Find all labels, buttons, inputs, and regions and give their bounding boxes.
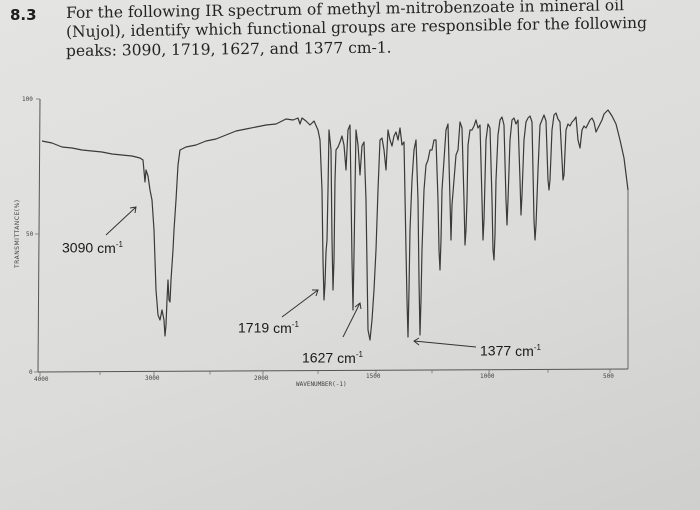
arrow-3090-head — [129, 206, 137, 214]
spectrum-trace — [41, 109, 629, 341]
peak-unit-1627: cm — [337, 349, 356, 366]
annotation-arrows — [105, 206, 477, 348]
arrow-3090 — [105, 206, 137, 236]
peak-exp-3090: -1 — [115, 240, 123, 249]
arrow-1377 — [413, 340, 477, 348]
x-axis-label: WAVENUMBER(-1) — [296, 381, 347, 388]
peak-label-3090: 3090 cm-1 — [62, 238, 123, 255]
x-tick-2000: 2000 — [254, 375, 269, 382]
x-tick-500: 500 — [603, 373, 614, 380]
peak-label-1719: 1719 cm-1 — [238, 318, 299, 335]
peak-value-3090: 3090 — [62, 239, 94, 256]
question-number: 8.3 — [10, 6, 37, 24]
y-axis-label: TRANSMITTANCE(%) — [14, 199, 21, 269]
peak-exp-1627: -1 — [355, 350, 363, 359]
peak-value-1377: 1377 — [480, 342, 512, 359]
peak-exp-1719: -1 — [291, 320, 299, 329]
arrow-1719 — [281, 289, 319, 318]
arrow-1627-head — [354, 302, 362, 310]
peak-exp-1377: -1 — [533, 343, 541, 352]
arrow-1719-head — [312, 289, 319, 297]
y-axis — [37, 98, 41, 373]
peak-value-1627: 1627 — [302, 349, 334, 366]
y-tick-marks — [34, 98, 40, 373]
x-tick-3000: 3000 — [145, 375, 160, 382]
x-tick-1500: 1500 — [366, 373, 381, 380]
peak-value-1719: 1719 — [238, 319, 270, 336]
y-tick-100: 100 — [22, 96, 33, 103]
peak-unit-1377: cm — [515, 342, 534, 359]
y-tick-0: 0 — [29, 369, 33, 376]
arrow-1627 — [342, 302, 361, 338]
peak-unit-1719: cm — [273, 319, 292, 336]
x-tick-1000: 1000 — [480, 373, 495, 380]
x-tick-4000: 4000 — [34, 376, 49, 383]
arrow-1377-head — [413, 337, 420, 346]
peak-label-1627: 1627 cm-1 — [302, 348, 363, 365]
peak-unit-3090: cm — [97, 239, 116, 256]
x-axis — [37, 368, 629, 373]
y-tick-50: 50 — [26, 231, 34, 238]
x-tick-marks — [39, 369, 611, 376]
peak-label-1377: 1377 cm-1 — [480, 341, 541, 358]
